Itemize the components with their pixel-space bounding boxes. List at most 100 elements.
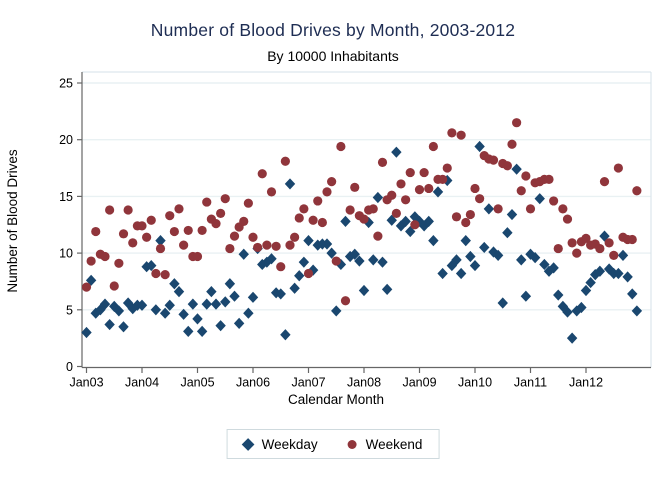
weekend-point <box>294 213 304 223</box>
x-tick-label: Jan09 <box>402 376 436 390</box>
weekend-point <box>239 216 249 226</box>
weekday-point <box>173 286 185 298</box>
weekday-point <box>307 264 319 276</box>
weekday-point <box>321 238 333 250</box>
weekday-point <box>275 288 286 300</box>
weekend-point <box>428 141 438 152</box>
weekend-point <box>405 167 415 178</box>
weekday-point <box>381 283 393 295</box>
weekday-point <box>469 259 481 272</box>
weekend-point <box>137 221 147 231</box>
weekday-point <box>529 252 541 264</box>
weekend-point <box>396 179 406 189</box>
weekday-point <box>210 298 222 310</box>
weekend-point <box>373 231 383 241</box>
weekday-point <box>492 249 504 261</box>
weekend-point <box>123 205 133 215</box>
x-tick-label: Jan05 <box>180 376 214 390</box>
weekday-point <box>516 254 527 266</box>
weekend-point <box>613 163 623 173</box>
weekend-point <box>211 219 221 229</box>
weekday-point <box>215 320 226 332</box>
weekend-point <box>220 194 230 204</box>
x-tick-label: Jan04 <box>125 376 159 390</box>
weekday-point <box>326 247 337 259</box>
weekend-point <box>419 167 429 178</box>
weekend-point <box>160 270 170 280</box>
weekend-point <box>567 238 577 248</box>
weekend-point <box>340 296 351 306</box>
weekday-point <box>113 305 125 317</box>
weekday-point <box>104 318 115 331</box>
weekday-point <box>354 255 365 267</box>
weekend-point <box>303 268 314 279</box>
weekend-point <box>313 196 323 206</box>
weekend-point <box>488 155 499 165</box>
weekend-point <box>627 234 637 245</box>
weekend-point <box>549 196 559 206</box>
weekday-point <box>613 267 624 280</box>
weekday-point <box>164 299 175 311</box>
weekend-point <box>280 156 290 166</box>
chart-title: Number of Blood Drives by Month, 2003-20… <box>150 20 516 40</box>
weekday-point <box>233 317 245 330</box>
weekend-point <box>118 229 129 239</box>
weekend-point <box>216 208 226 219</box>
weekend-point <box>401 195 411 205</box>
weekend-point <box>100 251 110 262</box>
weekend-point <box>493 204 503 214</box>
weekend-point <box>438 174 448 184</box>
weekend-point <box>516 186 526 196</box>
weekend-point <box>336 141 346 152</box>
weekend-point <box>391 208 401 219</box>
weekend-point <box>410 220 420 230</box>
weekday-point <box>206 286 217 298</box>
weekend-point <box>225 243 235 254</box>
weekday-point <box>238 248 249 260</box>
weekday-point <box>127 303 138 315</box>
weekday-point <box>460 235 471 247</box>
weekday-point <box>201 298 212 310</box>
weekday-point <box>270 287 282 299</box>
weekday-point <box>298 256 310 268</box>
weekday-point <box>566 332 578 344</box>
x-axis-title: Calendar Month <box>288 392 384 407</box>
weekend-point <box>276 262 286 272</box>
weekend-point <box>632 186 642 196</box>
weekday-point <box>576 301 587 314</box>
weekday-point <box>479 241 490 254</box>
weekend-point <box>553 243 563 254</box>
weekday-point <box>284 178 296 190</box>
weekday-point <box>331 305 342 317</box>
data-points <box>81 118 643 344</box>
weekend-point <box>327 177 337 187</box>
weekend-point <box>146 215 156 225</box>
weekday-point <box>178 308 189 320</box>
weekday-point <box>358 284 370 297</box>
weekday-point <box>627 288 638 300</box>
weekday-point <box>349 248 360 260</box>
weekend-point <box>202 197 212 207</box>
weekend-point <box>285 240 295 250</box>
weekend-point <box>109 281 119 291</box>
weekend-point <box>192 251 203 262</box>
weekend-point <box>331 256 341 266</box>
weekday-point <box>90 307 101 319</box>
weekday-point <box>391 146 402 158</box>
weekend-point <box>377 157 388 167</box>
weekday-point <box>631 305 643 317</box>
weekend-point <box>350 182 360 192</box>
weekday-point <box>243 307 254 319</box>
weekend-point <box>317 217 327 228</box>
weekend-point <box>461 217 471 228</box>
weekend-point <box>266 187 277 197</box>
weekend-point <box>142 232 152 242</box>
weekend-point <box>165 211 175 221</box>
weekday-point <box>594 265 606 277</box>
weekday-point <box>266 253 277 265</box>
weekday-point <box>474 140 485 153</box>
weekday-point <box>446 259 458 272</box>
weekday-point <box>280 329 291 341</box>
weekday-point <box>247 291 259 303</box>
